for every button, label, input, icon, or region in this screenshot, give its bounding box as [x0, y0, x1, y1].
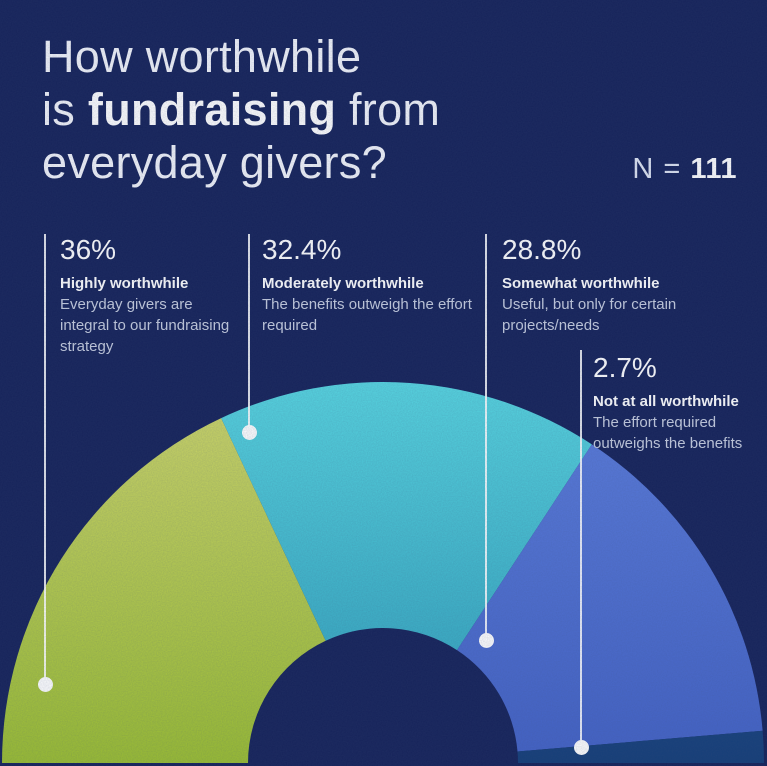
category-label: Moderately worthwhile	[262, 275, 424, 292]
sample-size-prefix: N =	[632, 153, 691, 185]
category-description: Useful, but only for certain projects/ne…	[502, 296, 677, 334]
callout-somewhat-worthwhile: 28.8% Somewhat worthwhile Useful, but on…	[502, 234, 702, 336]
page-title: How worthwhile is fundraising from every…	[42, 30, 440, 189]
leader-line-somewhat	[485, 234, 487, 640]
title-line2-post: from	[336, 84, 441, 135]
callout-not-at-all-worthwhile: 2.7% Not at all worthwhile The effort re…	[593, 352, 765, 454]
leader-dot-moderately	[242, 425, 257, 440]
leader-dot-somewhat	[479, 633, 494, 648]
category-description: Everyday givers are integral to our fund…	[60, 296, 230, 355]
category-label: Highly worthwhile	[60, 275, 189, 292]
pct-value: 32.4%	[262, 234, 342, 265]
sample-size: N = 111	[632, 153, 737, 186]
title-line3: everyday givers?	[42, 137, 387, 188]
category-description: The effort required outweighs the benefi…	[593, 414, 743, 452]
callout-highly-worthwhile: 36% Highly worthwhile Everyday givers ar…	[60, 234, 235, 357]
leader-dot-highly	[38, 677, 53, 692]
title-line1: How worthwhile	[42, 31, 362, 82]
category-label: Somewhat worthwhile	[502, 275, 660, 292]
pct-value: 28.8%	[502, 234, 582, 265]
leader-line-highly	[44, 234, 46, 684]
leader-line-not-at-all	[580, 350, 582, 747]
pct-value: 2.7%	[593, 352, 657, 383]
leader-dot-not-at-all	[574, 740, 589, 755]
sample-size-value: 111	[690, 153, 737, 185]
category-description: The benefits outweigh the effort require…	[262, 296, 472, 334]
title-line2-bold: fundraising	[87, 84, 337, 135]
leader-line-moderately	[248, 234, 250, 432]
callout-moderately-worthwhile: 32.4% Moderately worthwhile The benefits…	[262, 234, 477, 336]
pct-value: 36%	[60, 234, 117, 265]
category-label: Not at all worthwhile	[593, 393, 739, 410]
title-line2-pre: is	[42, 84, 88, 135]
